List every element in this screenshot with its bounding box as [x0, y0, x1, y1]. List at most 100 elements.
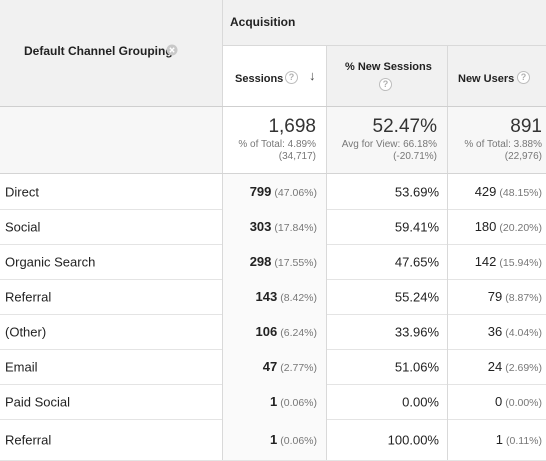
new-sessions-view-average: Avg for View: 66.18% — [341, 139, 437, 150]
sessions-cell: 106 (6.24%) — [256, 323, 317, 341]
channel-link[interactable]: Email — [5, 359, 38, 374]
new-sessions-value: 53.69% — [394, 184, 439, 199]
sessions-percent: (47.06%) — [274, 186, 317, 199]
new-users-value: 0 — [495, 393, 503, 409]
sessions-value: 799 — [249, 183, 272, 199]
sessions-value: 106 — [255, 323, 278, 339]
new-users-percent: (15.94%) — [499, 256, 542, 269]
table-row: Direct 799 (47.06%) 53.69% 429 (48.15%) — [0, 174, 546, 210]
new-users-percent: (0.00%) — [505, 396, 542, 409]
new-users-column-label[interactable]: New Users — [458, 73, 515, 85]
new-users-cell: 24 (2.69%) — [488, 358, 542, 376]
new-sessions-value: 47.65% — [394, 254, 439, 269]
new-users-percent: (8.87%) — [505, 291, 542, 304]
table-row: Paid Social 1 (0.06%) 0.00% 0 (0.00%) — [0, 384, 546, 420]
new-sessions-value: 51.06% — [394, 359, 439, 374]
sessions-percent: (17.55%) — [274, 256, 317, 269]
new-users-total-base: (22,976) — [504, 151, 542, 162]
new-sessions-view-diff: (-20.71%) — [393, 151, 437, 162]
new-users-cell: 429 (48.15%) — [475, 183, 542, 201]
sessions-percent: (6.24%) — [280, 326, 317, 339]
header-divider — [223, 45, 546, 46]
new-users-total-value: 891 — [510, 116, 542, 137]
sessions-percent: (0.06%) — [280, 434, 317, 447]
new-sessions-column-header[interactable]: % New Sessions ? — [327, 46, 448, 106]
new-users-value: 1 — [495, 431, 503, 447]
new-sessions-value: 100.00% — [387, 432, 439, 447]
table-row: Organic Search 298 (17.55%) 47.65% 142 (15… — [0, 244, 546, 280]
new-sessions-total-cell: 52.47% Avg for View: 66.18% (-20.71%) — [327, 107, 448, 173]
new-sessions-total-detail: Avg for View: 66.18% (-20.71%) — [342, 139, 437, 163]
new-sessions-help-icon[interactable]: ? — [379, 78, 392, 91]
sessions-help-icon[interactable]: ? — [285, 71, 298, 84]
new-users-value: 429 — [474, 183, 497, 199]
sessions-cell: 303 (17.84%) — [250, 218, 317, 236]
channel-link[interactable]: Paid Social — [5, 394, 71, 409]
sessions-cell: 298 (17.55%) — [250, 253, 317, 271]
table-row: Social 303 (17.84%) 59.41% 180 (20.20%) — [0, 209, 546, 245]
sessions-total-detail: % of Total: 4.89% (34,717) — [238, 139, 316, 163]
new-users-percent: (48.15%) — [499, 186, 542, 199]
new-users-cell: 180 (20.20%) — [475, 218, 542, 236]
table-row: Referral 1 (0.06%) 100.00% 1 (0.11%) — [0, 419, 546, 461]
new-sessions-total-value: 52.47% — [372, 116, 437, 137]
dimension-header-cell: Default Channel Grouping — [0, 0, 223, 106]
channel-link[interactable]: Organic Search — [5, 254, 96, 269]
sessions-value: 303 — [249, 218, 272, 234]
table-row: (Other) 106 (6.24%) 33.96% 36 (4.04%) — [0, 314, 546, 350]
new-users-help-icon[interactable]: ? — [517, 71, 530, 84]
totals-row: 1,698 % of Total: 4.89% (34,717) 52.47% … — [0, 107, 546, 174]
channel-link[interactable]: (Other) — [5, 324, 47, 339]
sessions-value: 298 — [249, 253, 272, 269]
new-users-value: 24 — [487, 358, 503, 374]
new-users-cell: 0 (0.00%) — [495, 393, 542, 411]
sessions-value: 1 — [270, 431, 278, 447]
new-users-cell: 142 (15.94%) — [475, 253, 542, 271]
channel-link[interactable]: Social — [5, 219, 41, 234]
sessions-percent: (17.84%) — [274, 221, 317, 234]
table-row: Referral 143 (8.42%) 55.24% 79 (8.87%) — [0, 279, 546, 315]
sessions-cell: 1 (0.06%) — [270, 393, 317, 411]
new-users-percent: (0.11%) — [506, 434, 542, 447]
new-users-total-cell: 891 % of Total: 3.88% (22,976) — [448, 107, 546, 173]
new-sessions-column-label[interactable]: % New Sessions — [345, 61, 432, 73]
new-users-value: 36 — [487, 323, 503, 339]
new-users-percent: (20.20%) — [499, 221, 542, 234]
table-row: Email 47 (2.77%) 51.06% 24 (2.69%) — [0, 349, 546, 385]
dimension-label[interactable]: Default Channel Grouping — [24, 44, 173, 58]
new-users-cell: 36 (4.04%) — [488, 323, 542, 341]
sessions-column-header[interactable]: Sessions ? ↓ — [223, 46, 327, 106]
new-sessions-value: 59.41% — [394, 219, 439, 234]
sessions-value: 47 — [262, 358, 278, 374]
channel-link[interactable]: Referral — [5, 289, 52, 304]
sessions-cell: 47 (2.77%) — [263, 358, 317, 376]
sessions-column-label[interactable]: Sessions — [235, 73, 284, 85]
sessions-percent: (2.77%) — [280, 361, 317, 374]
new-users-percent: (4.04%) — [505, 326, 542, 339]
sessions-cell: 1 (0.06%) — [270, 431, 317, 449]
new-users-cell: 79 (8.87%) — [488, 288, 542, 306]
channel-link[interactable]: Referral — [5, 432, 52, 447]
new-sessions-value: 33.96% — [394, 324, 439, 339]
channel-link[interactable]: Direct — [5, 184, 39, 199]
sessions-total-value: 1,698 — [268, 116, 316, 137]
new-users-total-detail: % of Total: 3.88% (22,976) — [464, 139, 542, 163]
new-sessions-value: 0.00% — [402, 394, 439, 409]
sessions-total-cell: 1,698 % of Total: 4.89% (34,717) — [223, 107, 327, 173]
new-users-value: 180 — [474, 218, 497, 234]
sessions-total-base: (34,717) — [278, 151, 316, 162]
new-users-column-header[interactable]: New Users ? — [448, 46, 546, 106]
acquisition-group-label: Acquisition — [230, 15, 296, 29]
sessions-cell: 799 (47.06%) — [250, 183, 317, 201]
sessions-cell: 143 (8.42%) — [256, 288, 317, 306]
sessions-value: 143 — [255, 288, 278, 304]
sort-descending-icon[interactable]: ↓ — [309, 68, 316, 83]
new-users-cell: 1 (0.11%) — [496, 431, 542, 449]
remove-dimension-icon[interactable] — [166, 44, 178, 56]
sessions-percent: (0.06%) — [280, 396, 317, 409]
totals-label-cell — [0, 107, 223, 173]
sessions-percent: (8.42%) — [280, 291, 317, 304]
new-users-value: 79 — [487, 288, 503, 304]
new-users-percent: (2.69%) — [505, 361, 542, 374]
